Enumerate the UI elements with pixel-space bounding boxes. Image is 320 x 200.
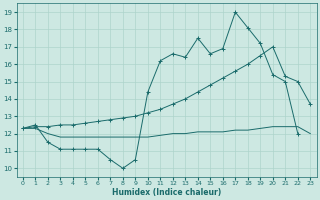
X-axis label: Humidex (Indice chaleur): Humidex (Indice chaleur) <box>112 188 221 197</box>
